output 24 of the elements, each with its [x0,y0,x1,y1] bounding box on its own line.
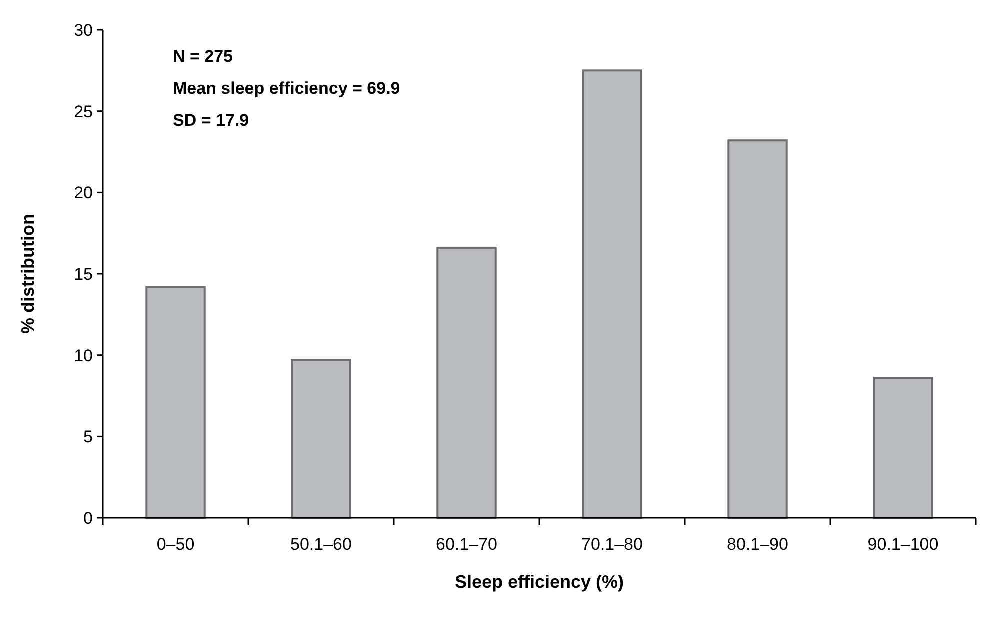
x-axis-title: Sleep efficiency (%) [454,572,624,592]
bar [582,70,642,519]
y-tick-label: 20 [74,184,93,203]
x-tick-label: 0–50 [156,535,195,554]
y-tick-label: 10 [74,346,93,366]
bar [291,359,352,519]
annotation: Mean sleep efficiency = 69.9 [173,79,400,98]
annotation: N = 275 [173,47,234,66]
x-tick-label: 60.1–70 [436,535,498,554]
y-tick-label: 25 [74,102,93,122]
bar [436,246,497,519]
x-tick-label: 90.1–100 [868,535,939,554]
y-tick-label: 15 [74,264,93,284]
x-tick-label: 50.1–60 [290,535,352,554]
bar [873,377,934,519]
y-tick-label: 30 [74,20,93,40]
x-tick-label: 80.1–90 [727,535,788,554]
x-tick-label: 70.1–80 [582,535,643,554]
annotation: SD = 17.9 [173,111,250,130]
y-axis-title: % distribution [18,214,38,334]
bar [146,286,206,519]
y-tick-label: 0 [84,508,93,528]
y-tick-label: 5 [84,428,93,447]
bar [728,140,788,519]
